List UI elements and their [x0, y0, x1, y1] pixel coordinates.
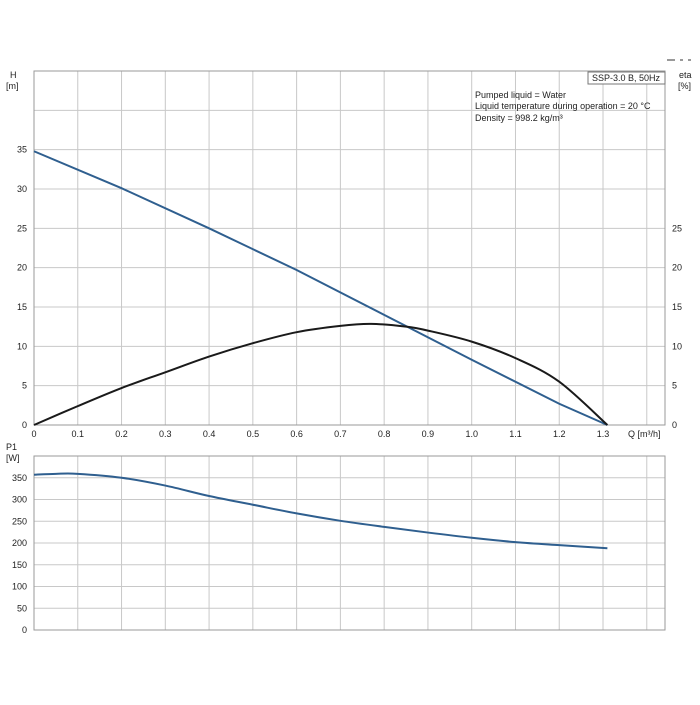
power-panel-ticks: 0 50 100 150 200 250 300 350	[12, 473, 27, 635]
power-panel-frame	[33, 455, 666, 631]
power-y-tick-label: 0	[22, 625, 27, 635]
y-axis-label-head: H	[10, 70, 17, 80]
head-y-tick-label: 35	[17, 145, 27, 155]
head-panel-grid	[33, 71, 665, 426]
x-tick-label: 0.3	[159, 429, 172, 439]
model-label-border	[587, 71, 666, 85]
eta-y-tick-label: 10	[672, 341, 682, 351]
x-tick-label: 1.3	[597, 429, 610, 439]
head-panel-ticks: 0 0.1 0.2 0.3 0.4 0.5 0.6 0.7 0.8 0.9 1.0 1.1 1.2 1.3…	[17, 145, 682, 439]
y-axis-unit-head: [m]	[6, 81, 19, 91]
head-y-tick-label: 10	[17, 341, 27, 351]
info-line-liquid-temperature: Liquid temperature during operation = 20…	[475, 101, 651, 111]
head-y-tick-label: 5	[22, 381, 27, 391]
x-tick-label: 0.7	[334, 429, 347, 439]
x-tick-label: 1.0	[465, 429, 478, 439]
eta-y-tick-label: 25	[672, 223, 682, 233]
info-line-pumped-liquid: Pumped liquid = Water	[475, 90, 566, 100]
power-y-tick-label: 350	[12, 473, 27, 483]
x-tick-label: 0	[31, 429, 36, 439]
eta-y-tick-label: 20	[672, 263, 682, 273]
model-label: SSP-3.0 B, 50Hz	[592, 73, 661, 83]
x-tick-label: 0.9	[422, 429, 435, 439]
head-panel-series	[33, 150, 609, 426]
power-y-tick-label: 300	[12, 495, 27, 505]
head-y-tick-label: 0	[22, 420, 27, 430]
x-tick-label: 0.1	[72, 429, 85, 439]
head-panel-frame	[33, 70, 666, 426]
power-panel-grid	[33, 456, 665, 631]
y-axis-label-power: P1	[6, 442, 17, 452]
eta-y-tick-label: 0	[672, 420, 677, 430]
x-tick-label: 0.2	[115, 429, 128, 439]
x-axis-label: Q [m³/h]	[628, 429, 661, 439]
power-y-tick-label: 150	[12, 560, 27, 570]
head-y-tick-label: 30	[17, 184, 27, 194]
x-tick-label: 0.5	[247, 429, 260, 439]
head-y-tick-label: 20	[17, 263, 27, 273]
power-y-tick-label: 50	[17, 603, 27, 613]
y-axis-unit-eta: [%]	[678, 81, 691, 91]
x-tick-label: 1.1	[509, 429, 522, 439]
x-tick-label: 0.8	[378, 429, 391, 439]
y-axis-label-eta: eta	[679, 70, 692, 80]
x-tick-label: 0.6	[290, 429, 303, 439]
eta-y-tick-label: 5	[672, 381, 677, 391]
power-panel-series	[33, 472, 608, 550]
head-curve	[33, 150, 608, 426]
eta-y-tick-label: 15	[672, 302, 682, 312]
head-y-tick-label: 15	[17, 302, 27, 312]
power-curve	[33, 472, 608, 550]
power-y-tick-label: 200	[12, 538, 27, 548]
head-y-tick-label: 25	[17, 223, 27, 233]
y-axis-unit-power: [W]	[6, 453, 20, 463]
x-tick-label: 1.2	[553, 429, 566, 439]
x-tick-label: 0.4	[203, 429, 216, 439]
power-y-tick-label: 250	[12, 516, 27, 526]
efficiency-curve	[33, 322, 609, 426]
liquid-info: Pumped liquid = Water Liquid temperature…	[475, 90, 651, 123]
model-label-box: SSP-3.0 B, 50Hz	[587, 71, 666, 85]
info-line-density: Density = 998.2 kg/m³	[475, 113, 563, 123]
power-y-tick-label: 100	[12, 582, 27, 592]
